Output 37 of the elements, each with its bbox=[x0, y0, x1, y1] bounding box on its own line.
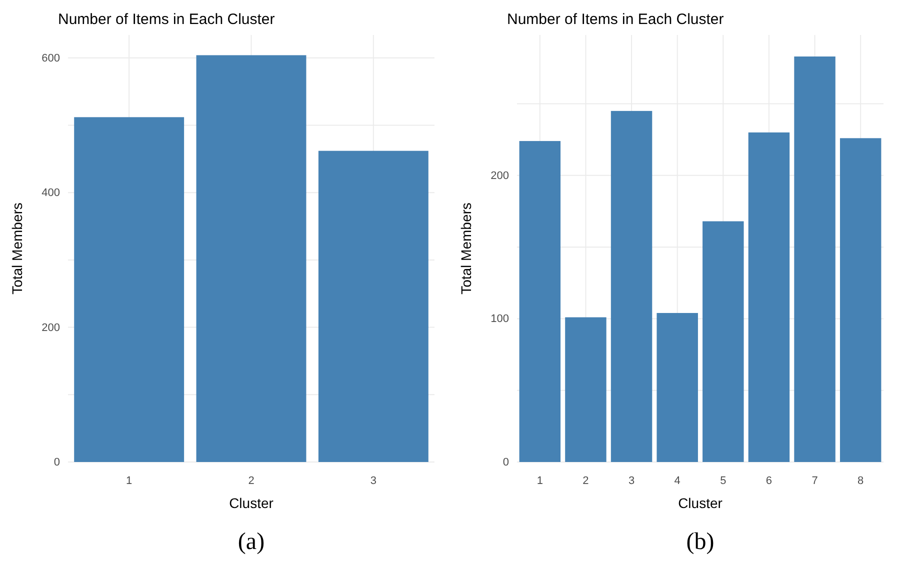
bar bbox=[196, 55, 306, 462]
x-tick-label: 1 bbox=[126, 474, 132, 487]
x-axis-title: Cluster bbox=[678, 495, 722, 511]
x-tick-label: 8 bbox=[857, 474, 864, 487]
bar bbox=[839, 138, 881, 462]
y-tick-label: 0 bbox=[502, 456, 508, 469]
bar bbox=[748, 132, 790, 462]
chart-title: Number of Items in Each Cluster bbox=[58, 11, 275, 28]
y-axis-title: Total Members bbox=[9, 202, 25, 294]
x-tick-label: 3 bbox=[628, 474, 634, 487]
y-tick-label: 400 bbox=[42, 187, 60, 200]
bar bbox=[564, 317, 606, 462]
bar bbox=[74, 117, 184, 462]
y-tick-label: 200 bbox=[490, 170, 508, 182]
x-tick-label: 2 bbox=[248, 474, 254, 487]
bar bbox=[318, 150, 428, 462]
y-axis-title: Total Members bbox=[458, 202, 474, 294]
y-tick-label: 0 bbox=[54, 456, 60, 469]
x-tick-label: 7 bbox=[811, 474, 818, 487]
text: (b) bbox=[686, 529, 714, 555]
y-tick-label: 100 bbox=[490, 313, 508, 326]
x-axis-title: Cluster bbox=[229, 495, 274, 511]
x-tick-label: 4 bbox=[674, 474, 680, 487]
bar bbox=[702, 221, 744, 462]
y-tick-label: 200 bbox=[42, 322, 60, 334]
bar bbox=[518, 141, 560, 462]
chart-title: Number of Items in Each Cluster bbox=[506, 11, 724, 28]
text: (a) bbox=[238, 529, 265, 555]
x-tick-label: 3 bbox=[370, 474, 376, 487]
x-tick-label: 1 bbox=[536, 474, 542, 487]
x-tick-label: 6 bbox=[765, 474, 772, 487]
bar bbox=[794, 56, 835, 462]
bar bbox=[656, 312, 698, 462]
bar bbox=[610, 110, 652, 462]
y-tick-label: 600 bbox=[42, 52, 60, 64]
x-tick-label: 2 bbox=[582, 474, 588, 487]
x-tick-label: 5 bbox=[720, 474, 726, 487]
